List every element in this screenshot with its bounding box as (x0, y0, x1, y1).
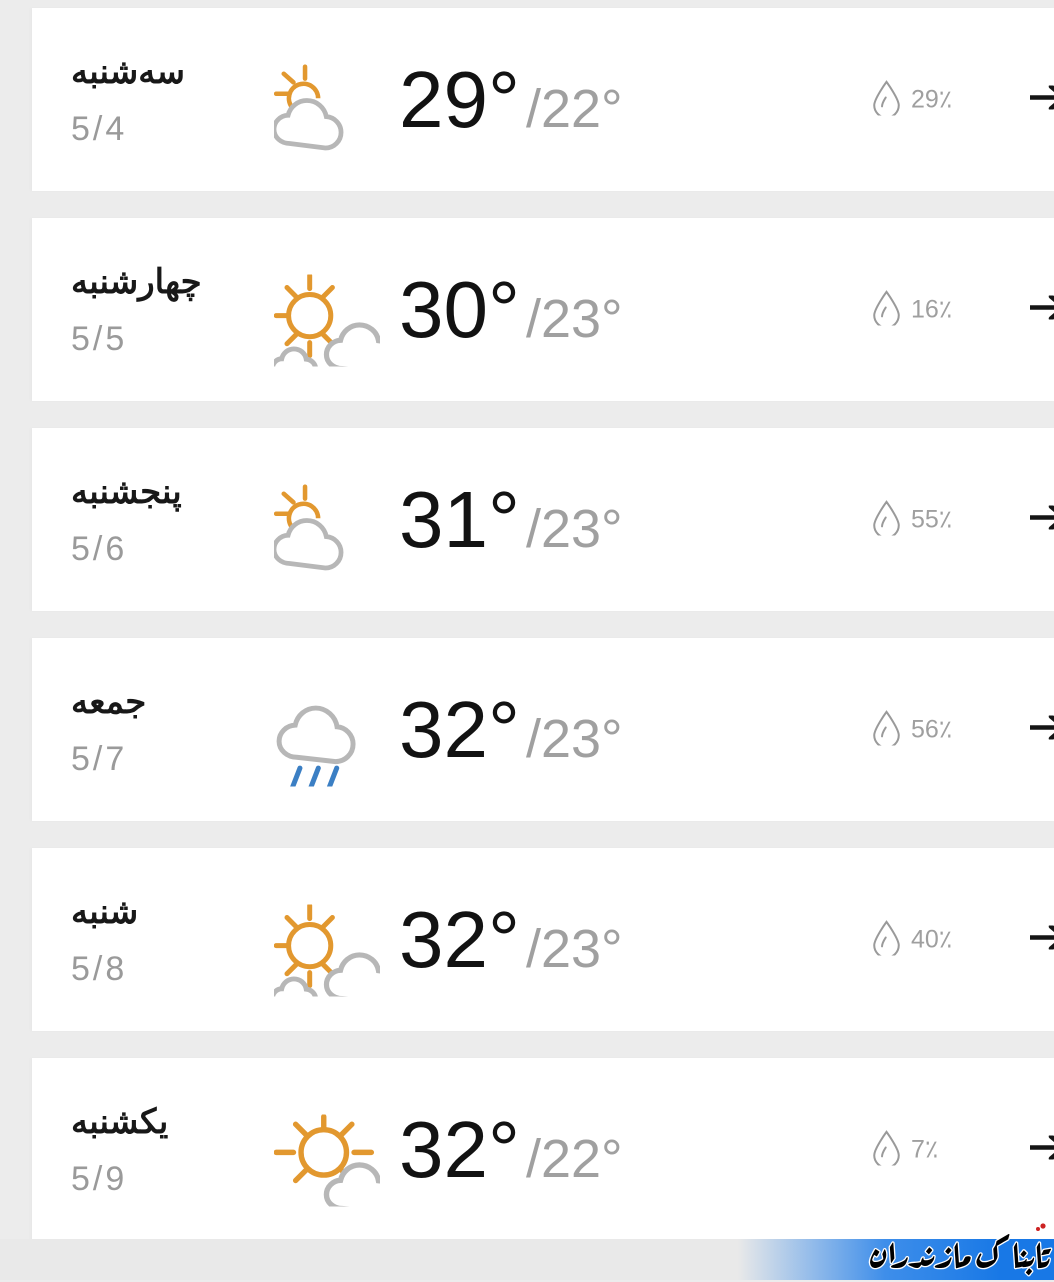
svg-text:تابناک مازندران: تابناک مازندران (869, 1224, 1051, 1278)
